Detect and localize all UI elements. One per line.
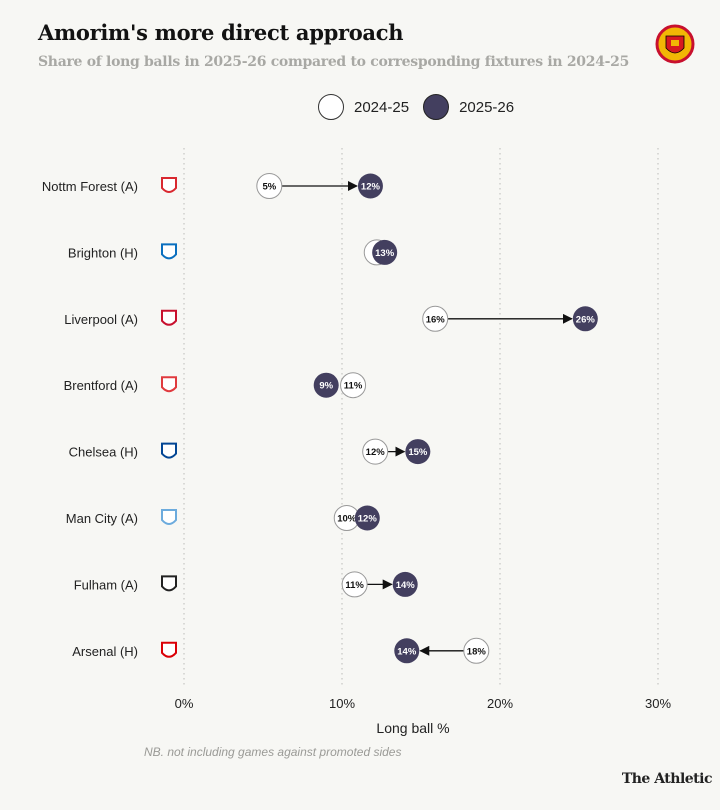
point-2025-26 xyxy=(372,239,398,265)
point-label-2024-25: 18% xyxy=(467,646,487,657)
point-2025-26 xyxy=(392,571,418,597)
point-label-2024-25: 10% xyxy=(337,514,357,525)
arsenal-crest-icon xyxy=(161,641,177,658)
chart-title: Amorim's more direct approach xyxy=(38,20,404,45)
point-2025-26 xyxy=(354,505,380,531)
nottingham-forest-crest-icon xyxy=(161,177,177,193)
point-2025-26 xyxy=(394,638,420,664)
point-label-2024-25: 16% xyxy=(426,314,446,325)
point-2024-25 xyxy=(256,173,283,199)
manchester-united-crest-icon xyxy=(655,24,695,64)
legend-swatch-2025-26 xyxy=(423,94,450,120)
point-label-2024-25: 12% xyxy=(366,447,386,458)
point-2024-25 xyxy=(341,571,368,598)
x-tick-label: 0% xyxy=(175,696,194,711)
point-label-2025-26: 12% xyxy=(361,182,381,193)
point-2024-25 xyxy=(463,637,490,664)
manchester-city-crest-icon xyxy=(161,509,177,525)
row-label: Brentford (A) xyxy=(64,378,138,393)
point-2025-26 xyxy=(313,372,339,398)
point-label-2024-25: 11% xyxy=(345,580,364,591)
legend-swatch-2024-25 xyxy=(318,94,344,120)
x-tick-label: 30% xyxy=(645,696,671,711)
brighton-crest-icon xyxy=(161,243,177,260)
point-2024-25 xyxy=(340,372,367,399)
point-2024-25 xyxy=(362,438,389,465)
point-2025-26 xyxy=(405,439,431,465)
point-2024-25 xyxy=(422,305,449,332)
legend-label-2024-25: 2024-25 xyxy=(354,98,410,116)
point-label-2024-25: 5% xyxy=(262,182,276,193)
row-label: Man City (A) xyxy=(66,511,138,526)
x-tick-label: 20% xyxy=(487,696,513,711)
point-label-2025-26: 14% xyxy=(396,580,416,591)
row-label: Fulham (A) xyxy=(74,577,138,592)
point-2025-26 xyxy=(572,306,598,332)
chart-subtitle: Share of long balls in 2025-26 compared … xyxy=(38,54,630,70)
legend: 2024-25 2025-26 xyxy=(318,94,514,120)
row-label: Arsenal (H) xyxy=(72,644,138,659)
footnote: NB. not including games against promoted… xyxy=(144,745,402,759)
liverpool-crest-icon xyxy=(161,309,177,326)
legend-label-2025-26: 2025-26 xyxy=(459,98,515,116)
point-label-2025-26: 26% xyxy=(576,314,596,325)
the-athletic-logo: The Athletic xyxy=(621,771,713,787)
point-label-2025-26: 15% xyxy=(408,447,428,458)
row-label: Nottm Forest (A) xyxy=(42,179,138,194)
point-label-2025-26: 14% xyxy=(397,646,417,657)
point-label-2025-26: 13% xyxy=(375,248,395,259)
brentford-crest-icon xyxy=(161,376,177,393)
point-label-2025-26: 9% xyxy=(319,381,333,392)
row-label: Brighton (H) xyxy=(68,245,138,260)
x-tick-label: 10% xyxy=(329,696,355,711)
row-label: Liverpool (A) xyxy=(64,312,138,327)
point-label-2025-26: 12% xyxy=(358,514,378,525)
chelsea-crest-icon xyxy=(161,442,177,459)
point-2025-26 xyxy=(357,173,383,199)
fulham-crest-icon xyxy=(161,575,177,592)
point-label-2024-25: 11% xyxy=(344,381,363,392)
row-label: Chelsea (H) xyxy=(69,445,138,460)
x-axis-label: Long ball % xyxy=(376,720,449,736)
